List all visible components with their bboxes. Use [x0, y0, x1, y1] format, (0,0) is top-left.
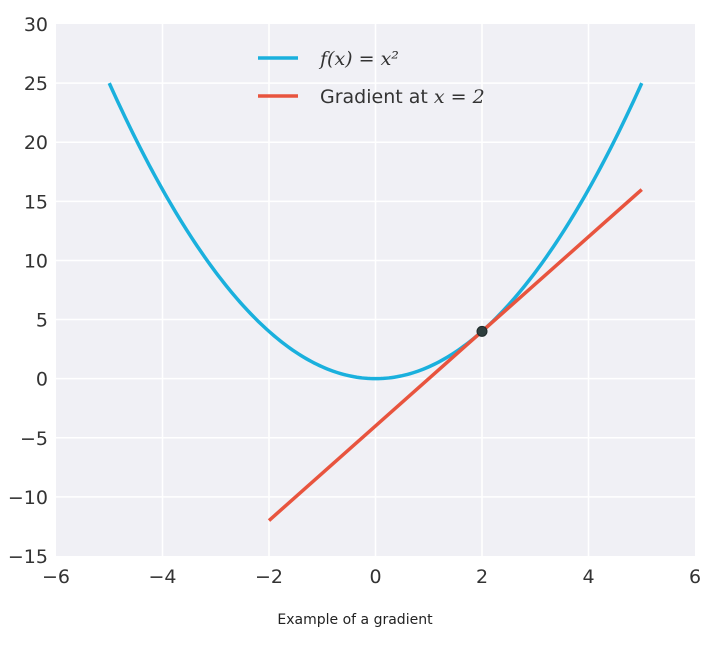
y-tick-label: −15 [8, 546, 48, 568]
series-group [107, 82, 644, 522]
x-axis-ticks: −6 −4 −2 0 2 4 6 [42, 566, 701, 588]
x-tick-label: 2 [476, 566, 488, 588]
x-tick-label: 6 [689, 566, 701, 588]
x-tick-label: 4 [582, 566, 594, 588]
y-tick-label: 25 [24, 73, 48, 95]
grid-lines [56, 24, 695, 556]
y-tick-label: 10 [24, 250, 48, 272]
series-gradient-line [267, 188, 643, 522]
legend: f(x) = x² Gradient at x = 2 [258, 48, 485, 108]
x-tick-label: −4 [148, 566, 176, 588]
y-tick-label: 30 [24, 14, 48, 36]
y-tick-label: 20 [24, 132, 48, 154]
legend-label-gradient-text: Gradient at [320, 86, 434, 108]
y-tick-label: 15 [24, 191, 48, 213]
x-tick-label: 0 [369, 566, 381, 588]
x-tick-label: −2 [255, 566, 283, 588]
x-tick-label: −6 [42, 566, 70, 588]
y-tick-label: 5 [36, 310, 48, 332]
y-tick-label: −5 [20, 428, 48, 450]
legend-label-gradient-math: x = 2 [434, 86, 485, 108]
tangent-point-marker [476, 325, 488, 337]
y-tick-label: 0 [36, 369, 48, 391]
series-parabola-line [107, 82, 644, 381]
legend-label-parabola: f(x) = x² [318, 48, 399, 70]
y-axis-ticks: −15 −10 −5 0 5 10 15 20 25 30 [8, 14, 48, 568]
y-tick-label: −10 [8, 487, 48, 509]
chart-caption: Example of a gradient [277, 612, 433, 628]
legend-label-gradient: Gradient at x = 2 [320, 86, 485, 108]
